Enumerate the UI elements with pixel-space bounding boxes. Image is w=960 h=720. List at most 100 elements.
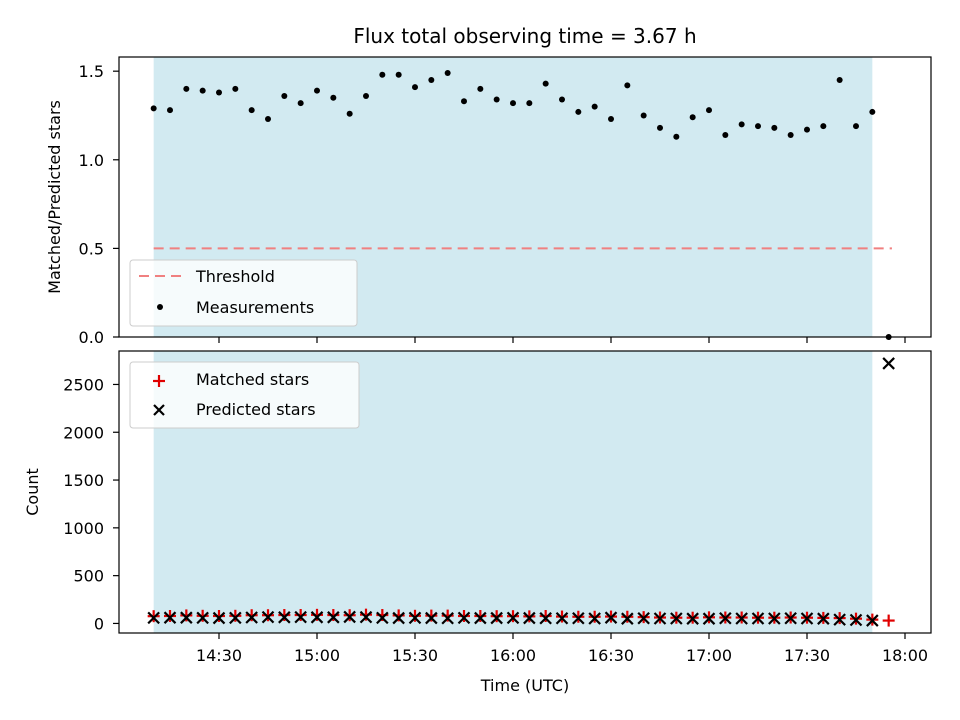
measurement-point [510,100,516,107]
bottom-legend: Matched stars Predicted stars [129,361,360,429]
matched-star-point [539,609,552,622]
measurement-point [428,77,435,84]
measurement-point [771,124,778,131]
predicted-star-point [653,612,667,625]
predicted-star-point [327,611,340,624]
top-axes-frame [118,56,932,338]
measurement-point [216,89,222,96]
predicted-star-point [229,611,242,625]
predicted-star-point [147,611,160,625]
measurement-point [673,133,680,140]
measurement-point [281,92,288,99]
predicted-star-point [882,357,895,370]
predicted-star-point [751,612,765,625]
predicted-star-point [604,611,618,624]
measurement-point [412,84,418,91]
bottom-y-tick-label: 500 [73,567,104,586]
measurement-point [167,107,173,114]
predicted-star-point [425,611,438,625]
predicted-star-point [866,614,879,627]
measurement-point [395,71,402,78]
measurement-point [330,94,337,101]
legend-predicted-label: Predicted stars [196,400,316,419]
predicted-star-point [294,610,307,624]
bottom-y-tick-label: 2000 [63,423,104,442]
predicted-star-point [719,612,732,625]
measurement-point [150,105,157,112]
matched-star-point [409,609,421,622]
measurement-point [738,121,745,128]
matched-star-point [621,610,634,623]
measurement-point [199,87,206,94]
matched-star-point [343,609,356,622]
predicted-star-point [457,611,471,625]
bottom-x-tick-label: 17:00 [686,646,732,665]
legend-threshold-label: Threshold [195,267,275,286]
bottom-y-axis-label: Count [23,468,42,516]
measurement-point [624,82,631,89]
top-y-ticks: 0.0 0.5 1.0 1.5 [79,62,119,347]
top-y-tick-label: 1.0 [79,151,104,170]
measurement-point [640,112,647,119]
measurement-point [542,80,549,87]
predicted-star-point [261,610,275,624]
predicted-star-point [441,612,454,625]
measurement-point [183,85,190,92]
predicted-star-point [490,611,503,625]
bottom-x-tick-label: 16:00 [490,646,536,665]
measurement-point [265,116,271,123]
chart-title: Flux total observing time = 3.67 h [353,24,696,48]
bottom-y-tick-label: 0 [94,614,104,633]
matched-star-point [229,609,242,622]
top-x-ticks [218,337,906,343]
measurement-point [526,100,533,107]
predicted-star-point [637,612,650,625]
bottom-y-tick-label: 1500 [63,471,104,490]
legend-matched-swatch [153,375,165,387]
predicted-stars-points [147,357,895,627]
measurement-point [722,131,729,138]
predicted-star-point [196,611,209,625]
predicted-star-point [180,611,193,624]
predicted-star-point [163,611,177,624]
matched-star-point [262,609,274,622]
measurement-point [493,96,500,103]
predicted-star-point [376,611,389,625]
top-y-tick-label: 0.0 [79,328,104,347]
top-y-axis-label: Matched/Predicted stars [45,100,64,294]
measurement-point [804,126,810,133]
bottom-y-tick-label: 1000 [63,519,104,538]
measurement-point [297,100,304,107]
matched-star-point [327,609,340,622]
predicted-star-point [278,611,291,624]
predicted-star-point [686,612,699,625]
predicted-star-point [474,611,487,625]
top-panel: Flux total observing time = 3.67 h 0.00.… [45,24,932,347]
top-y-tick-label: 0.5 [79,239,104,258]
matched-star-point [294,609,307,622]
matched-star-point [213,609,225,622]
bottom-x-tick-label: 15:30 [392,646,438,665]
measurement-point [575,108,582,115]
predicted-star-point [392,611,405,625]
bottom-x-tick-label: 15:00 [294,646,340,665]
predicted-star-point [735,612,748,625]
measurement-point [346,110,353,117]
measurement-point [477,85,484,92]
measurement-point [461,98,467,105]
predicted-star-point [523,611,536,625]
measurement-point [232,85,239,92]
predicted-star-point [702,612,716,625]
bottom-x-tick-label: 14:30 [196,646,242,665]
top-legend-box [129,259,358,327]
top-y-tick-label: 1.5 [79,62,104,81]
predicted-star-point [817,612,830,625]
bottom-axes-frame [118,350,932,634]
matched-star-point [474,609,487,622]
measurement-point [444,69,451,76]
top-legend: Threshold Measurements [129,259,358,327]
predicted-star-point [359,610,373,624]
measurement-point [836,77,843,84]
measurement-point [591,103,598,110]
bottom-x-tick-label: 17:30 [784,646,830,665]
